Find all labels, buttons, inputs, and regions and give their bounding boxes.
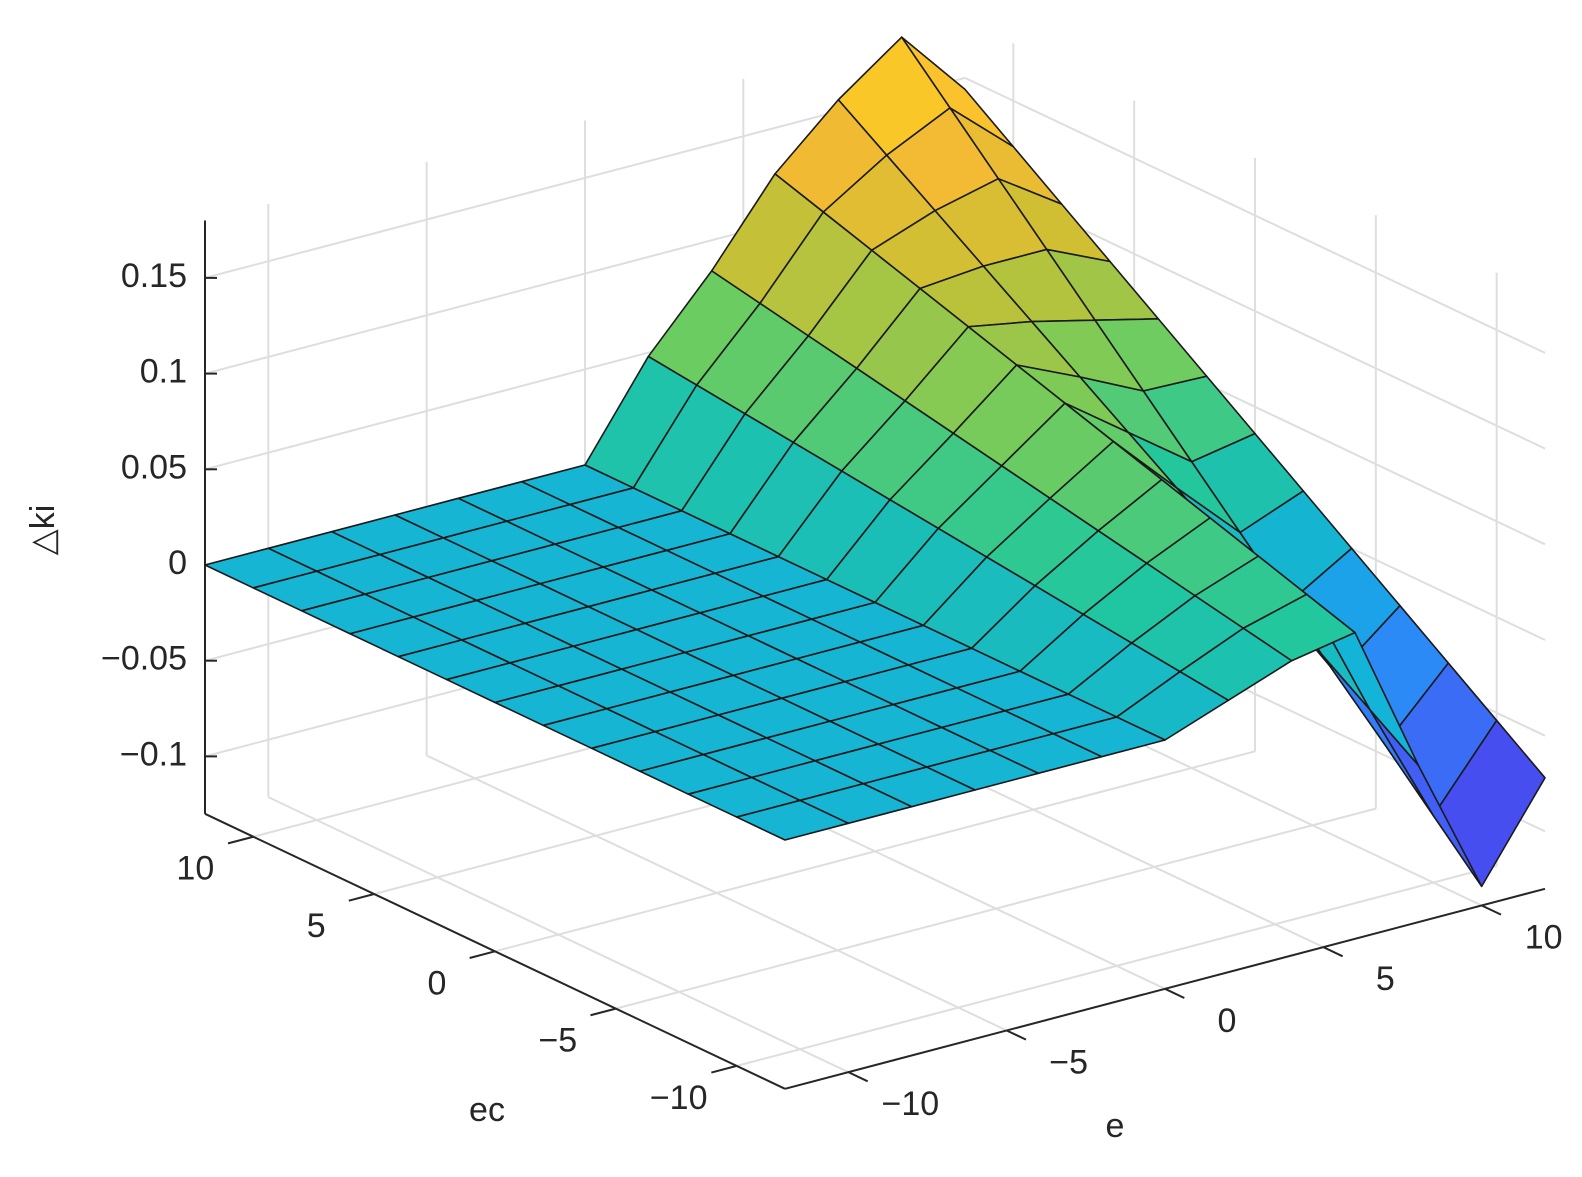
y-tick-label: 10 — [176, 850, 214, 888]
surface-face — [735, 799, 850, 841]
y-axis-label: ec — [469, 1091, 505, 1129]
z-tick-label: 0 — [168, 544, 187, 582]
axis-line — [204, 812, 786, 1090]
tick-mark — [1164, 987, 1185, 999]
tick-mark — [847, 1071, 869, 1083]
tick-mark — [1481, 904, 1502, 916]
tick-mark — [1006, 1029, 1027, 1041]
x-tick-label: 5 — [1376, 960, 1395, 998]
z-tick-label: −0.05 — [101, 640, 187, 678]
y-tick-label: 0 — [428, 964, 447, 1002]
grid-line — [494, 750, 1256, 953]
x-tick-label: −5 — [1049, 1043, 1088, 1081]
tick-mark — [711, 1064, 737, 1074]
grid-line — [736, 864, 1497, 1067]
y-tick-label: −10 — [650, 1079, 708, 1117]
x-tick-label: 0 — [1218, 1002, 1237, 1040]
tick-mark — [348, 893, 375, 902]
grid-line — [964, 76, 1546, 354]
grid-line — [615, 807, 1377, 1010]
axis-line — [784, 887, 1546, 1090]
x-tick-label: 10 — [1525, 918, 1563, 956]
z-axis-label: △ki — [24, 505, 62, 556]
tick-mark — [590, 1007, 617, 1017]
tick-mark — [227, 835, 254, 845]
tick-mark — [469, 950, 496, 959]
y-tick-label: −5 — [538, 1022, 577, 1060]
z-tick-label: 0.05 — [121, 448, 187, 486]
z-tick-label: −0.1 — [120, 735, 187, 773]
z-tick-label: 0.1 — [140, 353, 187, 391]
x-axis-label: e — [1106, 1107, 1125, 1145]
tick-mark — [1322, 946, 1344, 958]
x-tick-label: −10 — [881, 1085, 939, 1123]
z-tick-label: 0.15 — [121, 257, 187, 295]
y-tick-label: 5 — [307, 907, 326, 945]
